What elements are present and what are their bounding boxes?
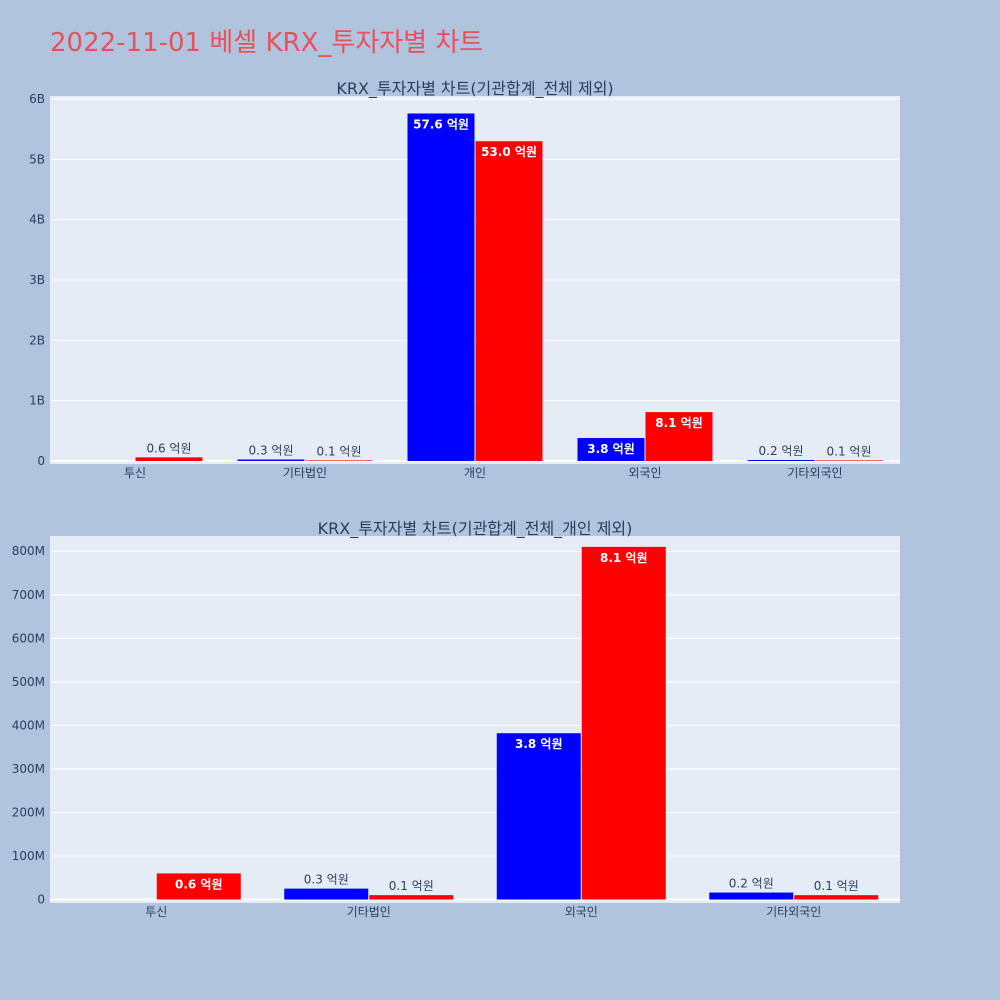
y-tick-label: 3B (29, 273, 45, 287)
bar (577, 438, 645, 461)
bar (581, 546, 666, 900)
bar (645, 412, 713, 461)
chart-investor-excl-individual: KRX_투자자별 차트(기관합계_전체_개인 제외) 0 100M 200M 300M 4… (12, 519, 900, 919)
bar-value-label: 3.8 억원 (515, 737, 563, 751)
bar (156, 873, 241, 900)
x-tick-label: 외국인 (628, 466, 661, 480)
y-tick-label: 800M (12, 544, 45, 558)
y-tick-label: 0 (37, 893, 45, 907)
bar-value-label: 0.1 억원 (814, 879, 859, 893)
bar-value-label: 0.1 억원 (317, 444, 362, 458)
y-tick-label: 100M (12, 849, 45, 863)
x-tick-label: 기타법인 (347, 905, 391, 919)
chart-title: KRX_투자자별 차트(기관합계_전체 제외) (336, 79, 613, 99)
bar-value-label: 8.1 억원 (600, 551, 648, 565)
bar-value-label: 8.1 억원 (655, 416, 703, 430)
y-tick-label: 5B (29, 152, 45, 166)
x-tick-label: 기타법인 (283, 466, 327, 480)
page-title: 2022-11-01 베셀 KRX_투자자별 차트 (50, 28, 484, 58)
bar-value-label: 53.0 억원 (481, 145, 537, 159)
x-tick-label: 외국인 (565, 905, 598, 919)
bar (709, 892, 794, 900)
y-tick-label: 700M (12, 588, 45, 602)
bar-value-label: 3.8 억원 (587, 442, 635, 456)
bar (794, 895, 879, 900)
x-tick-label: 개인 (464, 466, 486, 480)
bar-value-label: 0.3 억원 (304, 873, 349, 887)
bar-value-label: 57.6 억원 (413, 117, 469, 131)
bar-value-label: 0.3 억원 (249, 443, 294, 457)
bar (369, 895, 454, 900)
bar-value-label: 0.2 억원 (729, 877, 774, 891)
y-tick-label: 300M (12, 762, 45, 776)
bar (135, 457, 203, 461)
bar-value-label: 0.2 억원 (759, 444, 804, 458)
bar (815, 460, 883, 461)
y-tick-label: 600M (12, 631, 45, 645)
bar (747, 460, 815, 461)
chart-title: KRX_투자자별 차트(기관합계_전체_개인 제외) (318, 519, 633, 539)
plot-area (50, 536, 900, 903)
bar (305, 460, 373, 461)
bar (475, 141, 543, 461)
bar (237, 459, 305, 461)
y-tick-label: 0 (37, 454, 45, 468)
y-tick-label: 200M (12, 805, 45, 819)
bar (496, 733, 581, 900)
bar-value-label: 0.6 억원 (147, 441, 192, 455)
x-tick-label: 기타외국인 (766, 905, 821, 919)
y-tick-label: 1B (29, 394, 45, 408)
y-tick-label: 6B (29, 92, 45, 106)
y-tick-label: 400M (12, 718, 45, 732)
y-tick-label: 500M (12, 675, 45, 689)
bar-value-label: 0.1 억원 (389, 879, 434, 893)
bar (407, 113, 475, 461)
y-tick-label: 2B (29, 333, 45, 347)
bar-value-label: 0.6 억원 (175, 877, 223, 891)
bar-value-label: 0.1 억원 (827, 444, 872, 458)
x-tick-label: 투신 (124, 466, 146, 480)
chart-investor-all: KRX_투자자별 차트(기관합계_전체 제외)01B2B3B4B5B6B투신0.… (29, 79, 900, 480)
x-tick-label: 기타외국인 (787, 466, 842, 480)
y-tick-label: 4B (29, 213, 45, 227)
x-tick-label: 투신 (145, 905, 167, 919)
bar (284, 888, 369, 900)
